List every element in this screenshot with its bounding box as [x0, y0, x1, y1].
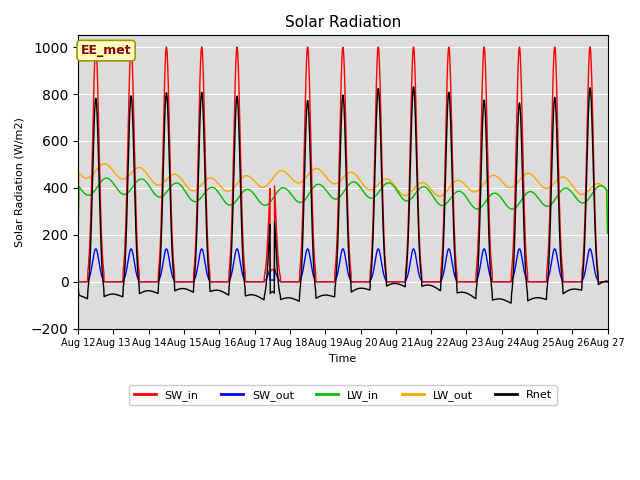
Rnet — [461, 290, 469, 296]
LW_out — [492, 173, 499, 179]
SW_in — [92, 44, 100, 50]
Rnet — [432, 285, 440, 291]
SW_out — [603, 279, 611, 285]
Rnet — [604, 278, 611, 284]
Rnet — [508, 300, 515, 306]
Text: EE_met: EE_met — [81, 44, 131, 57]
SW_out — [74, 279, 82, 285]
X-axis label: Time: Time — [330, 354, 356, 364]
Rnet — [492, 297, 499, 302]
LW_out — [432, 192, 440, 198]
LW_in — [102, 175, 110, 181]
Rnet — [170, 269, 177, 275]
SW_out — [492, 279, 499, 285]
SW_out — [170, 276, 177, 282]
LW_in — [170, 181, 177, 187]
Rnet — [74, 284, 82, 290]
SW_in — [74, 279, 82, 285]
Title: Solar Radiation: Solar Radiation — [285, 15, 401, 30]
SW_in — [170, 258, 177, 264]
LW_in — [492, 191, 499, 196]
Line: LW_out: LW_out — [78, 164, 607, 233]
LW_out — [170, 171, 177, 177]
Legend: SW_in, SW_out, LW_in, LW_out, Rnet: SW_in, SW_out, LW_in, LW_out, Rnet — [129, 385, 557, 405]
LW_in — [323, 189, 331, 194]
SW_in — [492, 279, 499, 285]
Rnet — [604, 278, 611, 284]
Line: LW_in: LW_in — [78, 178, 607, 233]
LW_in — [604, 230, 611, 236]
Y-axis label: Solar Radiation (W/m2): Solar Radiation (W/m2) — [15, 117, 25, 247]
LW_out — [603, 200, 611, 206]
LW_in — [432, 198, 440, 204]
SW_in — [323, 279, 331, 285]
LW_in — [461, 193, 469, 199]
SW_out — [323, 279, 331, 285]
Rnet — [323, 292, 331, 298]
LW_out — [461, 182, 469, 188]
SW_out — [92, 246, 100, 252]
SW_out — [604, 279, 611, 285]
LW_out — [74, 220, 82, 226]
Line: SW_in: SW_in — [78, 47, 607, 282]
LW_in — [74, 228, 82, 234]
Rnet — [410, 84, 417, 90]
SW_out — [432, 279, 440, 285]
LW_in — [603, 200, 611, 205]
SW_in — [432, 279, 440, 285]
Line: Rnet: Rnet — [78, 87, 607, 303]
SW_in — [604, 279, 611, 285]
SW_in — [461, 279, 469, 285]
LW_out — [100, 161, 108, 167]
Line: SW_out: SW_out — [78, 249, 607, 282]
SW_out — [461, 279, 469, 285]
LW_out — [323, 175, 331, 181]
SW_in — [603, 279, 611, 285]
LW_out — [604, 230, 611, 236]
